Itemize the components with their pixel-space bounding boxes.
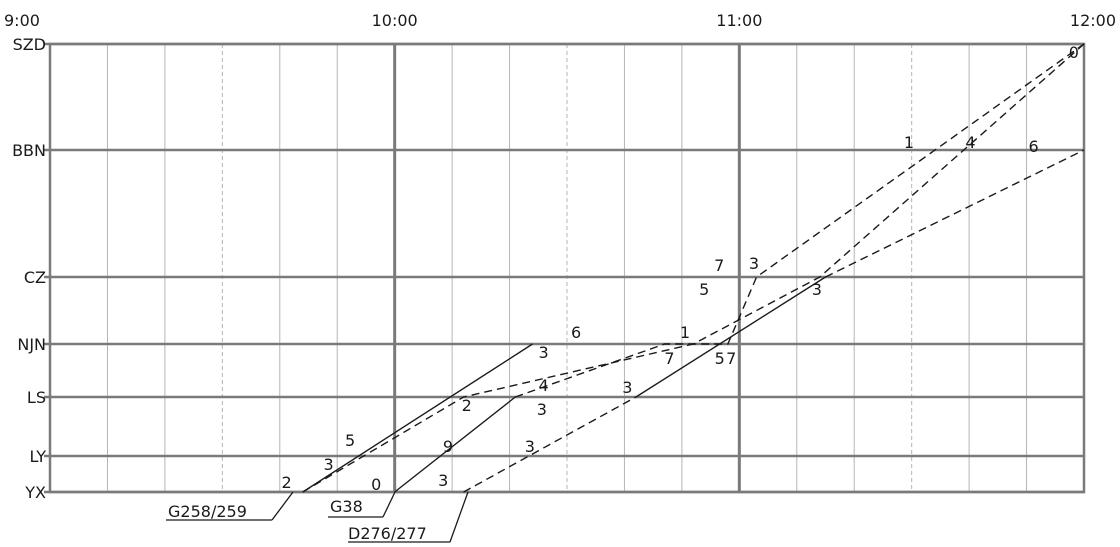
train-path-2-0 — [463, 396, 637, 493]
station-lines — [44, 42, 1084, 494]
station-axis-labels: SZD BBN CZ NJN LS LY YX — [12, 35, 46, 502]
station-label-bbn: BBN — [12, 141, 46, 160]
minute-label: 1 — [680, 323, 690, 342]
minute-label: 5 — [345, 431, 355, 450]
minute-label: 3 — [537, 400, 547, 419]
time-label-0900: 9:00 — [4, 11, 40, 30]
minute-label: 3 — [749, 254, 759, 273]
grid-major-lines — [393, 44, 741, 492]
train-path-1-1 — [515, 43, 1085, 398]
minute-label: 7 — [726, 349, 736, 368]
station-label-ls: LS — [27, 388, 46, 407]
minute-label: 3 — [438, 471, 448, 490]
minute-label: 3 — [622, 378, 632, 397]
minute-label: 6 — [1029, 137, 1039, 156]
minute-label: 5 — [699, 280, 709, 299]
minute-label: 9 — [443, 437, 453, 456]
train-label-leader-d276-277 — [449, 491, 469, 543]
grid-minor-lines — [106, 44, 1028, 492]
minute-label: 1 — [904, 133, 914, 152]
station-label-cz: CZ — [24, 268, 46, 287]
train-label-leader-g258-259 — [271, 491, 294, 521]
time-label-1200: 12:00 — [1070, 11, 1116, 30]
train-label-leader-g38 — [382, 491, 396, 518]
train-label-g258-259: G258/259 — [168, 502, 247, 521]
chart-frame — [48, 42, 1086, 494]
time-axis-labels: 9:00 10:00 11:00 12:00 — [4, 11, 1116, 30]
minute-label: 2 — [462, 396, 472, 415]
minute-label: 7 — [664, 349, 674, 368]
train-label-d276-277: D276/277 — [348, 524, 427, 543]
minute-label: 3 — [812, 280, 822, 299]
minute-label: 3 — [539, 343, 549, 362]
minute-label: 5 — [715, 349, 725, 368]
minute-label: 4 — [539, 376, 549, 395]
train-path-2-1 — [635, 276, 826, 398]
minute-label: 6 — [571, 323, 581, 342]
minute-label: 7 — [714, 256, 724, 275]
minute-label: 2 — [282, 473, 292, 492]
train-paths — [302, 43, 1085, 493]
train-path-0-0 — [302, 343, 533, 493]
minute-label: 0 — [1069, 43, 1079, 62]
station-label-ly: LY — [29, 447, 46, 466]
time-label-1000: 10:00 — [372, 11, 418, 30]
train-path-1-0 — [394, 396, 516, 493]
train-path-2-2 — [825, 149, 1085, 278]
train-label-g38: G38 — [330, 497, 363, 516]
minute-label: 3 — [323, 455, 333, 474]
station-label-szd: SZD — [13, 35, 46, 54]
time-label-1100: 11:00 — [716, 11, 762, 30]
station-label-njn: NJN — [17, 335, 46, 354]
minute-label: 0 — [371, 475, 381, 494]
minute-label: 3 — [525, 437, 535, 456]
train-path-0-1 — [302, 43, 1085, 493]
train-labels: G258/259 G38 D276/277 — [166, 491, 469, 543]
minute-label: 4 — [965, 133, 975, 152]
station-label-yx: YX — [24, 483, 46, 502]
